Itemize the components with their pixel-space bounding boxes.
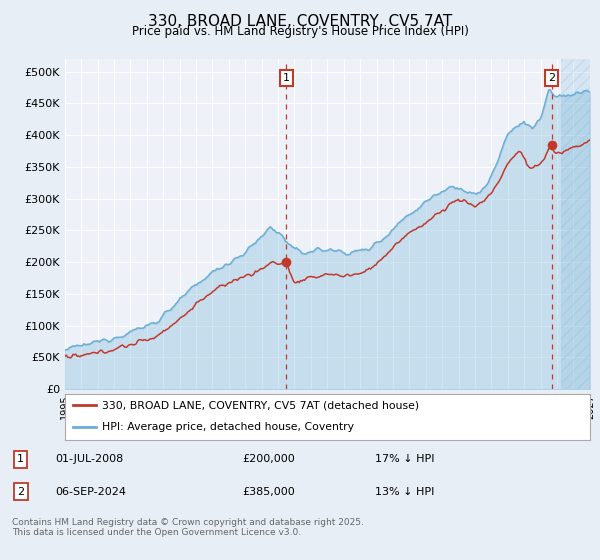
Text: 01-JUL-2008: 01-JUL-2008 <box>55 454 124 464</box>
Text: 06-SEP-2024: 06-SEP-2024 <box>55 487 126 497</box>
Text: 13% ↓ HPI: 13% ↓ HPI <box>375 487 434 497</box>
Bar <box>561 59 598 389</box>
Text: Contains HM Land Registry data © Crown copyright and database right 2025.
This d: Contains HM Land Registry data © Crown c… <box>12 518 364 538</box>
Text: 330, BROAD LANE, COVENTRY, CV5 7AT (detached house): 330, BROAD LANE, COVENTRY, CV5 7AT (deta… <box>101 400 419 410</box>
Text: Price paid vs. HM Land Registry's House Price Index (HPI): Price paid vs. HM Land Registry's House … <box>131 25 469 38</box>
Text: 1: 1 <box>283 73 290 83</box>
Text: 330, BROAD LANE, COVENTRY, CV5 7AT: 330, BROAD LANE, COVENTRY, CV5 7AT <box>148 14 452 29</box>
Text: 2: 2 <box>548 73 555 83</box>
Text: £200,000: £200,000 <box>242 454 295 464</box>
Text: 17% ↓ HPI: 17% ↓ HPI <box>375 454 434 464</box>
Text: 2: 2 <box>17 487 24 497</box>
Text: £385,000: £385,000 <box>242 487 295 497</box>
Text: 1: 1 <box>17 454 24 464</box>
Text: HPI: Average price, detached house, Coventry: HPI: Average price, detached house, Cove… <box>101 422 353 432</box>
